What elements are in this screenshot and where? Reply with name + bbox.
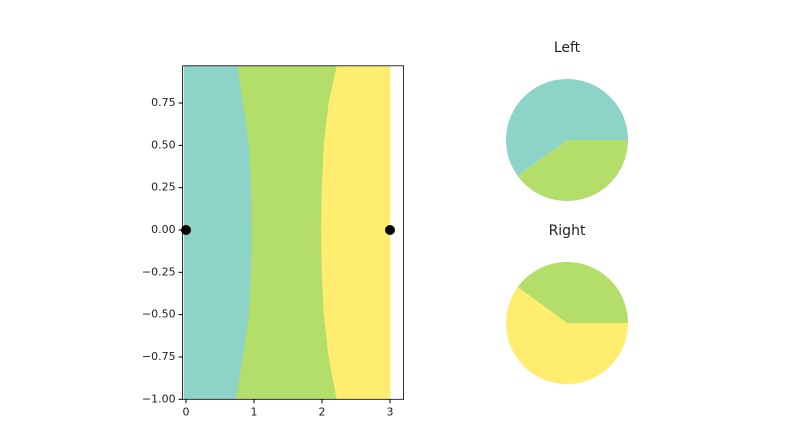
y-tick-label: −1.00 <box>142 392 176 405</box>
point <box>181 225 191 236</box>
pie-slice <box>517 262 628 323</box>
y-tick-label: 0.25 <box>151 181 176 194</box>
y-tick-label: 0.75 <box>151 96 176 109</box>
x-tick-label: 3 <box>387 405 394 418</box>
y-tick-label: −0.25 <box>142 265 176 278</box>
point <box>385 225 395 236</box>
x-tick-label: 2 <box>319 405 326 418</box>
pie-title: Right <box>549 223 586 239</box>
y-tick-label: 0.50 <box>151 138 176 151</box>
pie-title: Left <box>554 40 581 56</box>
y-tick-label: −0.50 <box>142 308 176 321</box>
pie-slice <box>517 140 628 201</box>
pie-slice <box>505 287 628 385</box>
contour-region <box>321 65 391 400</box>
x-tick-label: 0 <box>183 405 190 418</box>
y-tick-label: −0.75 <box>142 350 176 363</box>
pie-slice <box>505 78 628 176</box>
contour-region <box>183 65 253 400</box>
y-tick-label: 0.00 <box>151 223 176 236</box>
x-tick-label: 1 <box>251 405 258 418</box>
